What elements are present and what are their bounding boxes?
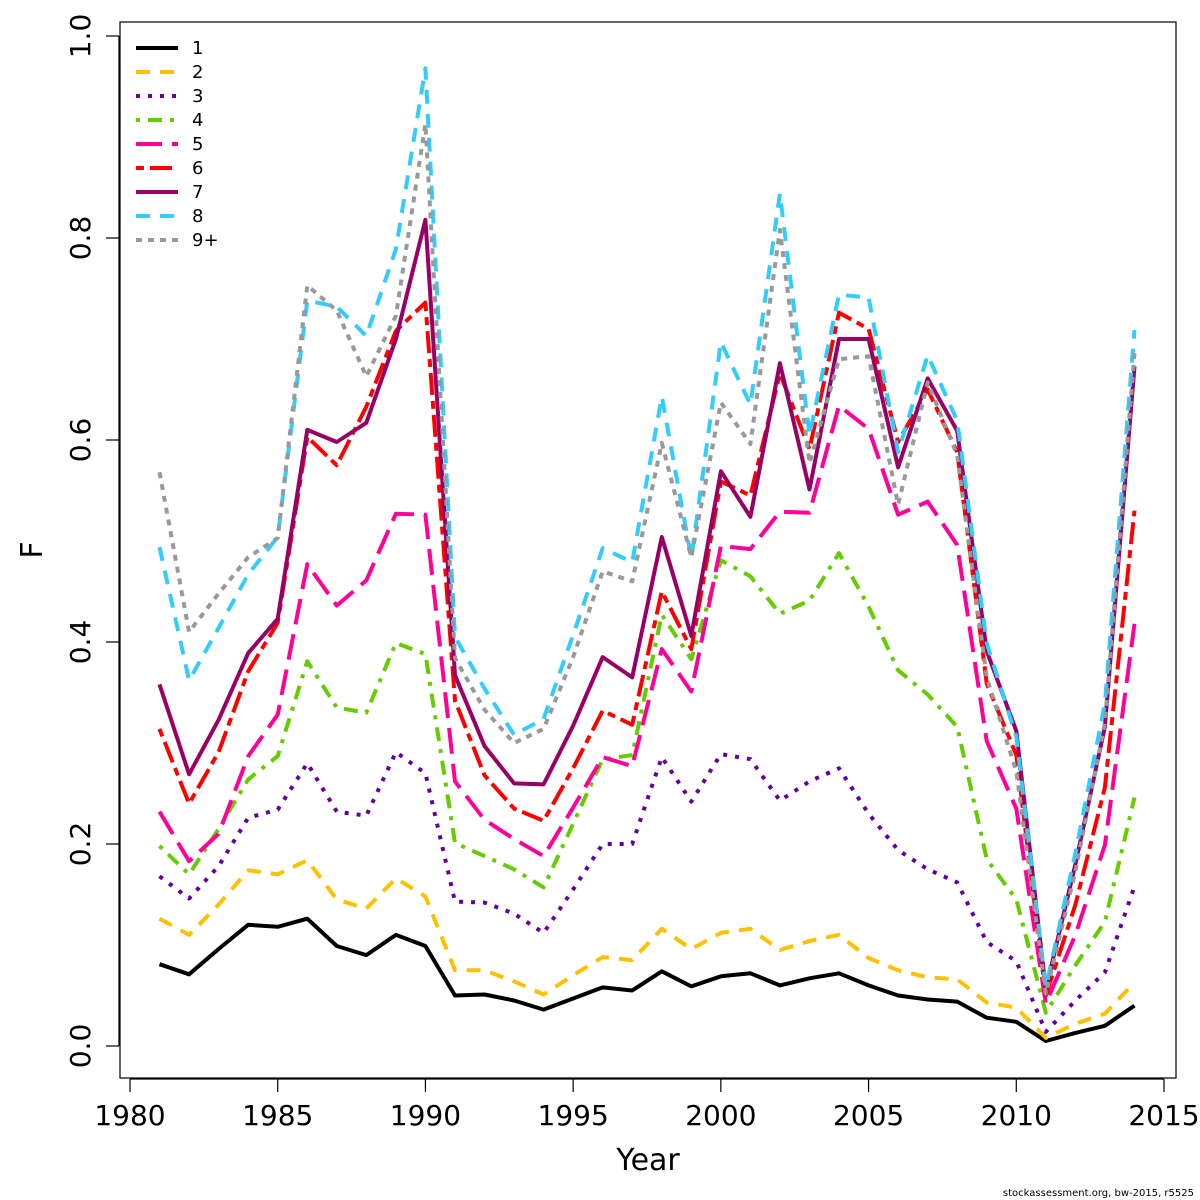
series-line-3 <box>158 750 1137 1034</box>
x-tick-label: 1995 <box>538 1099 609 1132</box>
x-tick-label: 2000 <box>685 1099 756 1132</box>
legend: 1 2 3 4 5 6 7 8 9+ <box>136 38 219 251</box>
x-axis: 1980 1985 1990 1995 2000 2005 2010 2015 <box>94 1078 1200 1132</box>
legend-label: 3 <box>192 86 203 107</box>
footnote: stockassessment.org, bw-2015, r5525 <box>1003 1188 1194 1199</box>
y-tick-label: 0.4 <box>64 620 97 665</box>
series-line-2 <box>158 858 1136 1040</box>
x-tick-label: 1980 <box>94 1099 165 1132</box>
legend-label: 8 <box>192 206 203 227</box>
y-tick-label: 0.2 <box>64 822 97 867</box>
legend-label: 2 <box>192 62 203 83</box>
legend-label: 7 <box>192 182 203 203</box>
series-line-5 <box>157 403 1137 1006</box>
legend-label: 5 <box>192 134 203 155</box>
x-tick-label: 2010 <box>981 1099 1052 1132</box>
series-line-9plus <box>157 121 1137 996</box>
y-tick-label: 0.8 <box>64 216 97 261</box>
y-axis: 0.0 0.2 0.4 0.6 0.8 1.0 <box>64 14 120 1069</box>
y-axis-title: F <box>15 541 50 558</box>
legend-label: 1 <box>192 38 203 59</box>
x-tick-label: 1990 <box>390 1099 461 1132</box>
series-line-7 <box>157 217 1137 992</box>
series-line-8 <box>157 66 1137 990</box>
y-tick-label: 0.6 <box>64 418 97 463</box>
series-line-6 <box>157 300 1137 998</box>
x-tick-label: 2005 <box>833 1099 904 1132</box>
x-tick-label: 2015 <box>1128 1099 1199 1132</box>
legend-label: 4 <box>192 110 203 131</box>
series-layer <box>157 66 1137 1043</box>
legend-label: 6 <box>192 158 203 179</box>
series-line-1 <box>158 916 1136 1043</box>
x-tick-label: 1985 <box>242 1099 313 1132</box>
y-tick-label: 1.0 <box>64 14 97 59</box>
y-tick-label: 0.0 <box>64 1024 97 1069</box>
legend-label: 9+ <box>192 230 219 251</box>
x-axis-title: Year <box>615 1143 680 1178</box>
plot-frame <box>119 21 1177 1079</box>
